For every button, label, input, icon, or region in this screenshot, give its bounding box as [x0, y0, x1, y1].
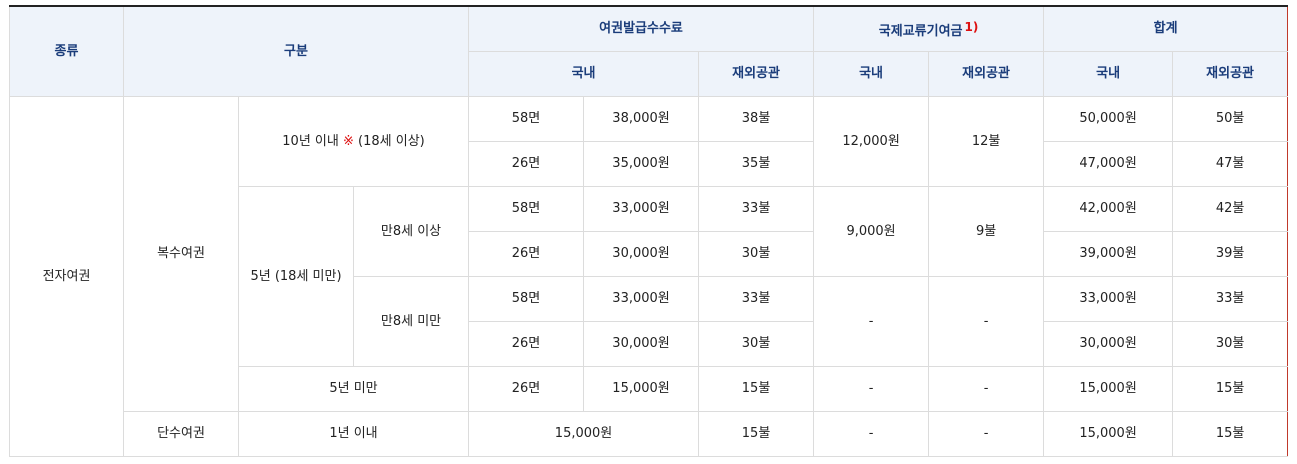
passport-type-cell: 전자여권	[9, 96, 124, 457]
total-domestic-cell: 15,000원	[1043, 411, 1174, 457]
total-overseas-cell: 33불	[1172, 276, 1289, 322]
single-passport-cell: 단수여권	[123, 411, 239, 457]
under5-cell: 5년 미만	[237, 366, 470, 412]
fee-domestic-cell: 33,000원	[583, 186, 700, 232]
contrib-overseas-cell: -	[928, 276, 1045, 367]
total-overseas-cell: 39불	[1172, 231, 1289, 277]
fee-domestic-cell: 33,000원	[583, 276, 700, 322]
header-contrib-overseas: 재외공관	[928, 51, 1045, 97]
total-domestic-cell: 42,000원	[1043, 186, 1174, 232]
table-row: 단수여권 1년 이내 15,000원 15불 - - 15,000원 15불	[10, 411, 1289, 457]
fee-domestic-cell: 30,000원	[583, 321, 700, 367]
contrib-overseas-cell: -	[928, 411, 1045, 457]
header-kind: 종류	[9, 5, 124, 97]
total-overseas-cell: 47불	[1172, 141, 1289, 187]
fee-domestic-cell: 15,000원	[468, 411, 700, 457]
passport-fee-table: 종류 구분 여권발급수수료 국제교류기여금 1) 합계 국내 재외공관 국내 재외…	[9, 5, 1289, 457]
total-domestic-cell: 30,000원	[1043, 321, 1174, 367]
contrib-domestic-cell: 12,000원	[813, 96, 930, 187]
total-overseas-cell: 42불	[1172, 186, 1289, 232]
fee-overseas-cell: 30불	[698, 321, 815, 367]
fee-overseas-cell: 30불	[698, 231, 815, 277]
fee-overseas-cell: 35불	[698, 141, 815, 187]
pages-cell: 58면	[468, 186, 585, 232]
total-overseas-cell: 15불	[1172, 411, 1289, 457]
contrib-domestic-cell: -	[813, 366, 930, 412]
pages-cell: 26면	[468, 366, 585, 412]
fee-domestic-cell: 15,000원	[583, 366, 700, 412]
total-domestic-cell: 15,000원	[1043, 366, 1174, 412]
contrib-overseas-cell: 9불	[928, 186, 1045, 277]
one-year-cell: 1년 이내	[237, 411, 470, 457]
age8-over-cell: 만8세 이상	[352, 186, 470, 277]
contrib-domestic-cell: -	[813, 411, 930, 457]
pages-cell: 58면	[468, 276, 585, 322]
contrib-overseas-cell: 12불	[928, 96, 1045, 187]
header-issue-fee: 여권발급수수료	[468, 5, 815, 52]
pages-cell: 26면	[468, 231, 585, 277]
fee-overseas-cell: 15불	[698, 411, 815, 457]
total-overseas-cell: 15불	[1172, 366, 1289, 412]
header-total-domestic: 국내	[1043, 51, 1174, 97]
fee-overseas-cell: 33불	[698, 276, 815, 322]
total-domestic-cell: 47,000원	[1043, 141, 1174, 187]
header-total-overseas: 재외공관	[1172, 51, 1289, 97]
header-contribution: 국제교류기여금 1)	[813, 5, 1045, 52]
fee-overseas-cell: 15불	[698, 366, 815, 412]
fee-overseas-cell: 38불	[698, 96, 815, 142]
header-fee-domestic: 국내	[468, 51, 700, 97]
pages-cell: 26면	[468, 321, 585, 367]
contrib-domestic-cell: -	[813, 276, 930, 367]
note-mark: ※	[342, 133, 354, 149]
table-row: 5년 (18세 미만) 만8세 이상 58면 33,000원 33불 9,000…	[10, 186, 1289, 367]
table-row: 26면 35,000원 35불 47,000원 47불	[10, 141, 1289, 187]
age8-under-cell: 만8세 미만	[352, 276, 470, 367]
contrib-overseas-cell: -	[928, 366, 1045, 412]
total-domestic-cell: 33,000원	[1043, 276, 1174, 322]
adult-note: (18세 이상)	[358, 133, 425, 149]
five-years-minor-cell: 5년 (18세 미만)	[238, 186, 354, 367]
multiple-passport-cell: 복수여권	[123, 96, 239, 412]
contrib-domestic-cell: 9,000원	[813, 186, 930, 277]
pages-cell: 58면	[468, 96, 585, 142]
fee-domestic-cell: 38,000원	[583, 96, 700, 142]
pages-cell: 26면	[468, 141, 585, 187]
ten-years-label: 10년 이내	[282, 133, 339, 149]
fee-domestic-cell: 30,000원	[583, 231, 700, 277]
total-overseas-cell: 50불	[1172, 96, 1289, 142]
header-category: 구분	[122, 5, 470, 97]
fee-domestic-cell: 35,000원	[583, 141, 700, 187]
header-total: 합계	[1043, 5, 1289, 52]
total-domestic-cell: 50,000원	[1043, 96, 1174, 142]
table-row: 전자여권 복수여권 10년 이내 ※ (18세 이상) 58면 38,000원 …	[9, 96, 1289, 457]
ten-years-cell: 10년 이내 ※ (18세 이상)	[237, 96, 470, 187]
header-contrib-domestic: 국내	[813, 51, 930, 97]
table-row: 5년 미만 26면 15,000원 15불 - - 15,000원 15불	[10, 366, 1289, 412]
footnote-link[interactable]: 1)	[964, 19, 979, 34]
total-overseas-cell: 30불	[1172, 321, 1289, 367]
table-row: 만8세 미만 58면 33,000원 33불 - - 33,000원 33불	[10, 276, 1289, 367]
total-domestic-cell: 39,000원	[1043, 231, 1174, 277]
table-row: 26면 30,000원 30불 39,000원 39불	[10, 231, 1289, 277]
contribution-label: 국제교류기여금	[878, 23, 963, 39]
header-fee-overseas: 재외공관	[698, 51, 815, 97]
fee-overseas-cell: 33불	[698, 186, 815, 232]
